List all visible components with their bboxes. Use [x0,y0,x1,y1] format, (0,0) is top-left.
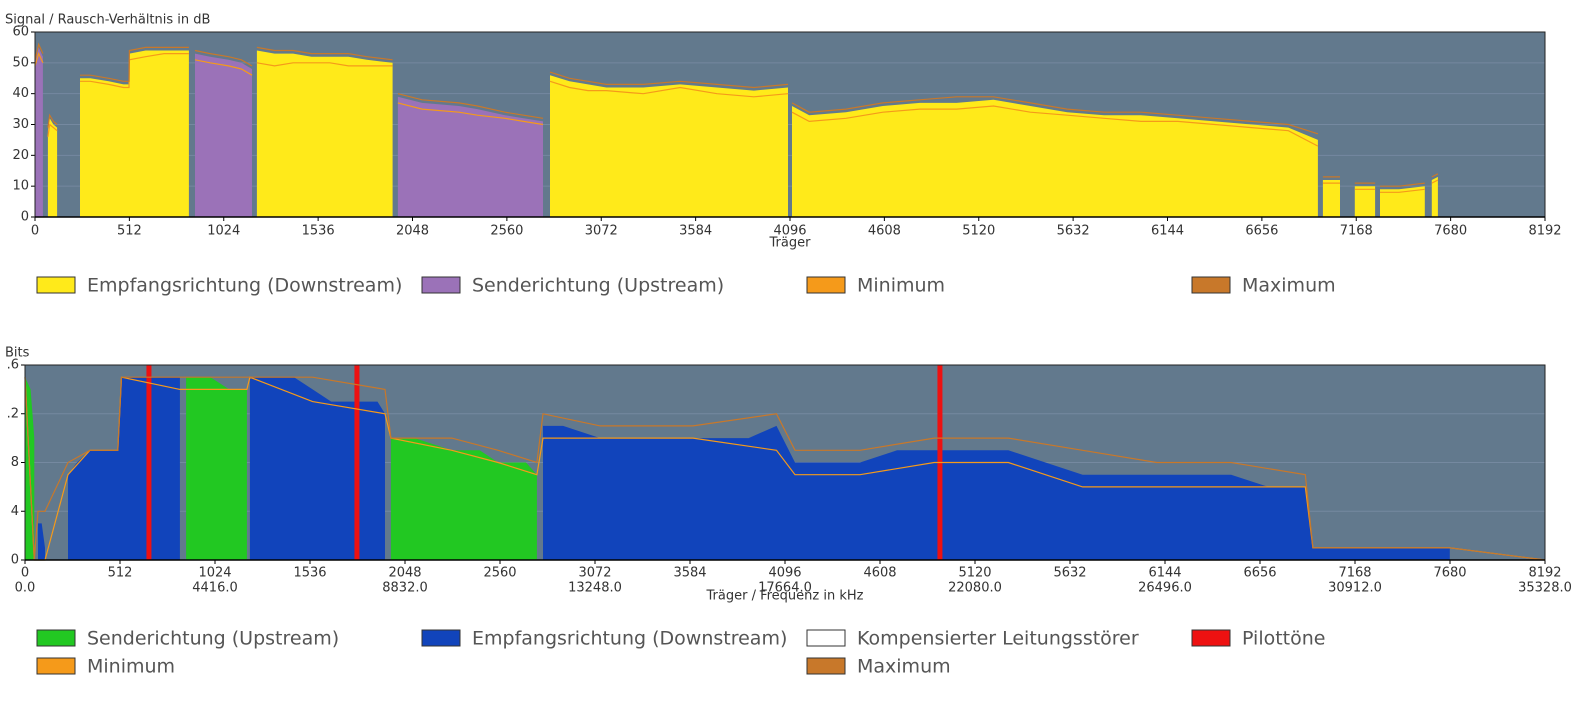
x-tick-label: 5120 [958,566,991,581]
x-tick-label: 3072 [585,224,618,239]
x2-tick-label: 35328.0 [1518,581,1572,596]
y-tick-label: .6 [7,358,19,373]
chart-title: Signal / Rausch-Verhältnis in dB [5,13,210,28]
x2-tick-label: 26496.0 [1138,581,1192,596]
legend-label: Maximum [1242,275,1336,297]
x-tick-label: 4608 [868,224,901,239]
legend-label: Empfangsrichtung (Downstream) [472,628,787,650]
x-tick-label: 2048 [388,566,421,581]
area [35,47,543,218]
x-tick-label: 7680 [1433,566,1466,581]
legend-label: Minimum [857,275,945,297]
x-tick-label: 5632 [1053,566,1086,581]
x-tick-label: 8192 [1528,566,1561,581]
legend-swatch [1191,276,1231,294]
y-tick-label: .2 [7,406,19,421]
x-tick-label: 1024 [198,566,231,581]
x2-tick-label: 4416.0 [192,581,238,596]
x-tick-label: 7168 [1340,224,1373,239]
x-tick-label: 4608 [863,566,896,581]
line [34,42,1439,187]
legend-label: Maximum [857,656,951,678]
x-tick-label: 2560 [483,566,516,581]
legend-swatch [421,629,461,647]
legend-swatch [36,276,76,294]
x2-tick-label: 22080.0 [948,581,1002,596]
y-tick-label: 10 [12,179,29,194]
legend-swatch [806,629,846,647]
x-tick-label: 5632 [1057,224,1090,239]
x-tick-label: 6144 [1148,566,1181,581]
x-tick-label: 7168 [1338,566,1371,581]
x-tick-label: 512 [108,566,133,581]
legend-label: Senderichtung (Upstream) [87,628,339,650]
legend-label: Minimum [87,656,175,678]
x-tick-label: 1536 [293,566,326,581]
y-tick-label: 8 [11,455,19,470]
x-tick-label: 1024 [207,224,240,239]
x2-tick-label: 8832.0 [382,581,428,596]
legend-swatch [806,276,846,294]
y-tick-label: 0 [11,553,19,568]
y-tick-label: 50 [12,55,29,70]
x2-tick-label: 17664.0 [758,581,812,596]
line [24,376,1546,561]
legend-label: Empfangsrichtung (Downstream) [87,275,402,297]
x-tick-label: 3072 [578,566,611,581]
area [25,377,537,560]
x-tick-label: 6656 [1243,566,1276,581]
x-tick-label: 5120 [962,224,995,239]
x-tick-label: 4096 [773,224,806,239]
pilot-tone [146,365,152,560]
y-tick-label: 60 [12,25,29,40]
y-tick-label: 30 [12,117,29,132]
x-tick-label: 512 [117,224,142,239]
x-tick-label: 1536 [302,224,335,239]
y-tick-label: 20 [12,148,29,163]
x-tick-label: 2048 [396,224,429,239]
x2-tick-label: 0.0 [15,581,36,596]
x-tick-label: 0 [31,224,39,239]
x-tick-label: 6144 [1151,224,1184,239]
x-tick-label: 7680 [1434,224,1467,239]
y-tick-label: 40 [12,86,29,101]
chart-title: Bits [5,346,30,361]
area [47,50,1438,217]
x-tick-label: 6656 [1245,224,1278,239]
legend-swatch [36,657,76,675]
pilot-tone [354,365,360,560]
x2-tick-label: 13248.0 [568,581,622,596]
y-tick-label: 0 [21,210,29,225]
x-axis-label: Träger / Frequenz in kHz [706,589,864,604]
legend-swatch [806,657,846,675]
x-tick-label: 3584 [673,566,706,581]
legend-label: Kompensierter Leitungsstörer [857,628,1139,650]
x-tick-label: 2560 [490,224,523,239]
legend-label: Pilottöne [1242,628,1325,650]
area [38,377,1450,560]
x2-tick-label: 30912.0 [1328,581,1382,596]
legend-label: Senderichtung (Upstream) [472,275,724,297]
x-tick-label: 8192 [1528,224,1561,239]
y-tick-label: 4 [11,504,19,519]
x-axis-label: Träger [769,236,812,251]
x-tick-label: 0 [21,566,29,581]
x-tick-label: 3584 [679,224,712,239]
x-tick-label: 4096 [768,566,801,581]
legend-swatch [36,629,76,647]
legend-swatch [1191,629,1231,647]
legend-swatch [421,276,461,294]
